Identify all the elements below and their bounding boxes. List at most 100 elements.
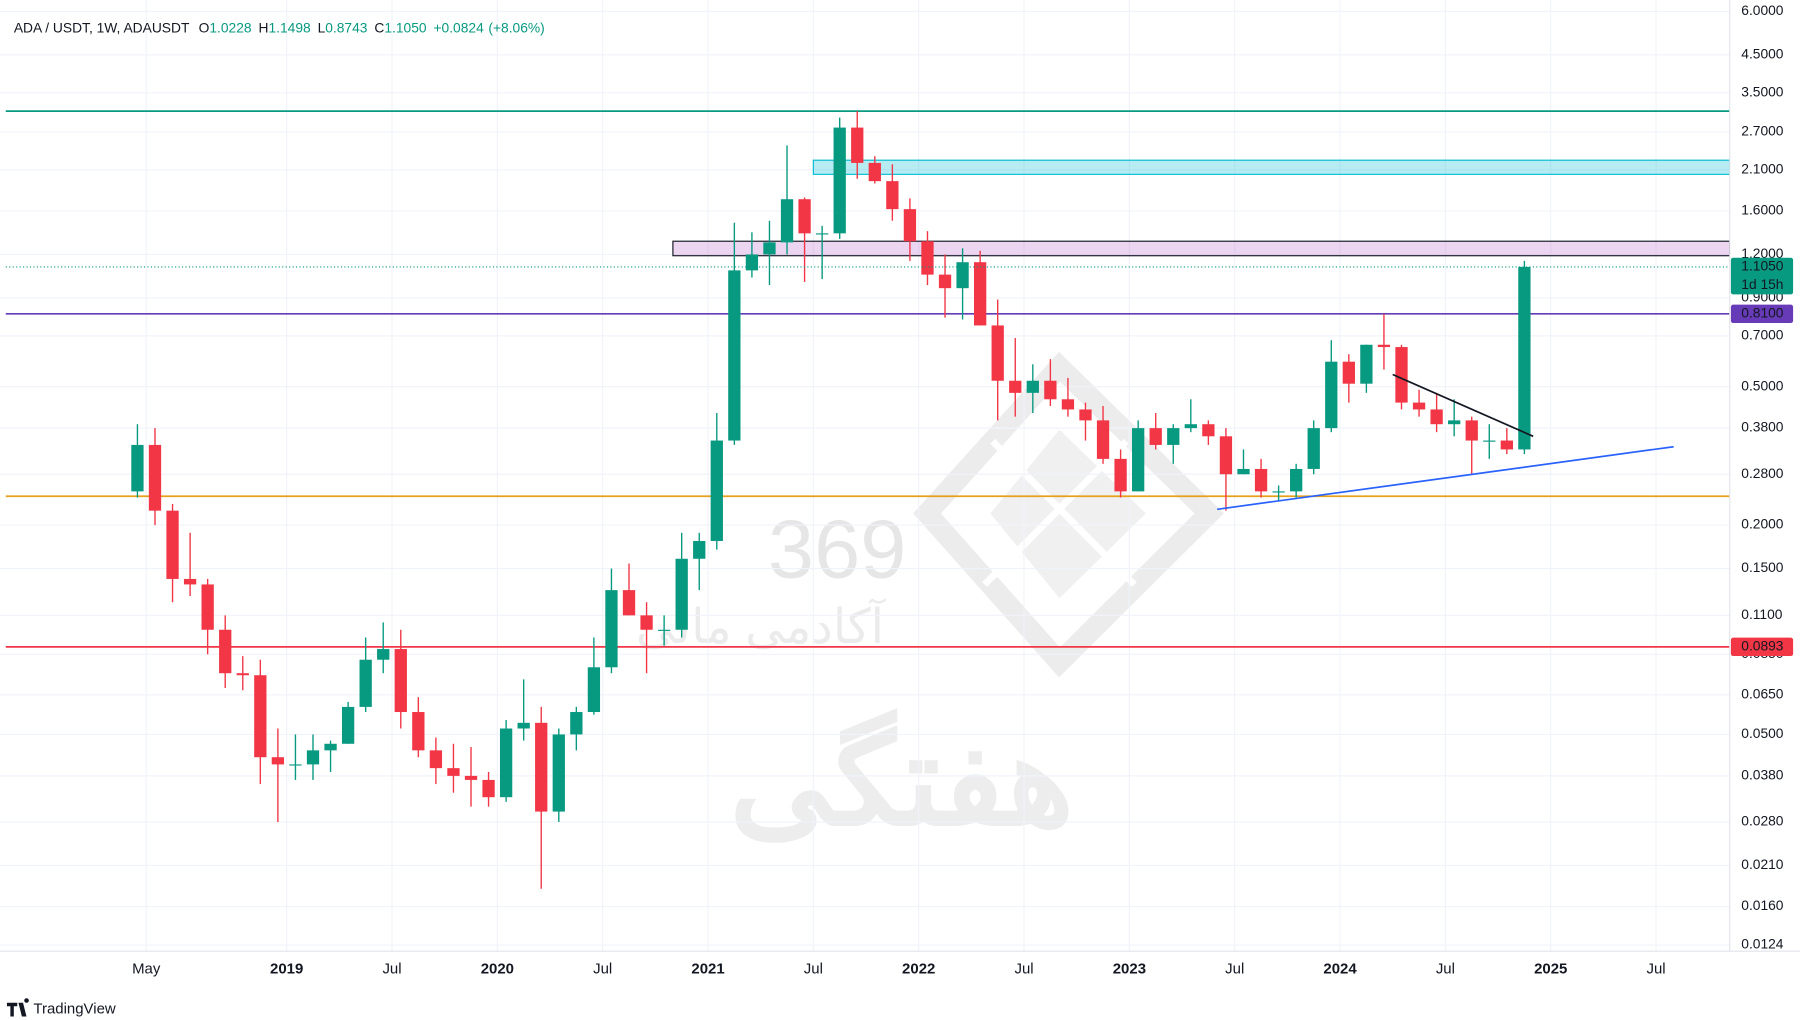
candle-body (254, 675, 267, 758)
candle-body (973, 262, 987, 326)
candle-body (991, 325, 1004, 381)
last-price-label: 1.1050 (1741, 259, 1784, 274)
y-tick-label: 1.2000 (1741, 246, 1784, 261)
candle-body (1167, 428, 1180, 445)
candle-body (359, 659, 372, 707)
x-tick-label: Jul (1436, 961, 1455, 978)
candle-body (201, 584, 214, 630)
x-tick-label: Jul (382, 961, 401, 978)
candle-body (1518, 266, 1531, 450)
candle-body (1026, 380, 1039, 393)
quote-change-pct: (+8.06%) (488, 20, 544, 35)
x-tick-label: 2023 (1113, 961, 1146, 978)
candle-body (622, 590, 636, 616)
header: ADA / USDT, 1W, ADAUSDT O1.0228 H1.1498 L0.… (14, 20, 545, 35)
zone (672, 240, 1731, 257)
candle-body (1395, 347, 1408, 403)
watermark-text: آکادمی مالی (636, 597, 887, 654)
level-label-bg (1730, 304, 1794, 323)
candle-body (131, 444, 144, 492)
candle-body (815, 233, 829, 235)
y-tick-label: 0.7000 (1741, 328, 1784, 343)
last-price-bg (1730, 257, 1794, 295)
quote-value: 0.8743 (325, 20, 368, 35)
candle-body (271, 757, 285, 765)
quote-change: +0.0824 (433, 20, 484, 35)
y-tick-label: 0.2800 (1741, 466, 1784, 481)
candle-body (535, 722, 548, 812)
level-label: 0.8100 (1741, 305, 1784, 320)
quote-key: H (258, 20, 268, 35)
y-tick-label: 0.0160 (1741, 898, 1784, 913)
candle-body (1272, 491, 1285, 493)
candle-body (1044, 380, 1057, 400)
plot (5, 110, 1731, 889)
candle-body (499, 728, 513, 798)
candle-body (710, 440, 723, 541)
candle-body (921, 241, 934, 275)
brand-name: TradingView (33, 1001, 116, 1018)
candle-body (851, 127, 864, 163)
candle-body (798, 199, 811, 234)
header-title: ADA / USDT, 1W, ADAUSDT (14, 20, 190, 35)
countdown-label: 1d 15h (1741, 277, 1783, 292)
candle-body (183, 578, 197, 585)
candle-body (1290, 468, 1303, 492)
candle-body (1202, 424, 1215, 437)
y-tick-label: 3.5000 (1741, 84, 1784, 99)
quote-value: 1.0228 (209, 20, 252, 35)
quote-value: 1.1050 (384, 20, 427, 35)
candle-body (412, 712, 425, 751)
axes: 6.0000 4.5000 3.5000 2.7000 2.1000 1.6000 1.20… (132, 3, 1794, 978)
candle-body (1307, 428, 1320, 469)
candle-body (587, 667, 601, 713)
candle-body (552, 734, 565, 812)
candle-body (903, 209, 917, 242)
y-tick-label: 6.0000 (1741, 3, 1784, 18)
candle-body (1254, 468, 1268, 492)
x-tick-label: Jul (1014, 961, 1033, 978)
candle-body (1500, 440, 1513, 450)
candle-body (394, 649, 407, 713)
candle-body (780, 199, 794, 243)
candle-body (166, 510, 179, 579)
candle-body (1237, 468, 1250, 475)
y-tick-label: 0.0650 (1741, 686, 1784, 701)
candle-body (1325, 361, 1338, 429)
candle-body (675, 558, 688, 630)
x-tick-label: May (132, 961, 161, 978)
candle-body (570, 712, 583, 735)
watermark-diamond (913, 351, 1224, 678)
candle-body (833, 127, 846, 234)
candle-body (657, 629, 671, 631)
candle-body (745, 254, 759, 271)
y-tick-label: 1.6000 (1741, 203, 1784, 218)
candle-body (886, 181, 899, 210)
candle-body (447, 768, 460, 776)
y-tick-label: 0.0380 (1741, 768, 1784, 783)
x-tick-label: 2021 (691, 961, 724, 978)
candle-body (640, 615, 653, 630)
candle-body (1132, 428, 1145, 492)
x-tick-label: Jul (1225, 961, 1244, 978)
candle-body (324, 743, 337, 751)
candle-body (938, 274, 952, 289)
candle-body (868, 162, 881, 182)
quote-key: O (199, 20, 210, 35)
candle-body (517, 722, 530, 729)
candle-body (429, 750, 443, 769)
y-tick-label: 0.5000 (1741, 378, 1784, 393)
y-tick-label: 0.3800 (1741, 420, 1784, 435)
candle-body (1342, 361, 1355, 384)
candle-body (219, 629, 232, 674)
candle-body (341, 706, 355, 744)
candle-body (289, 764, 302, 766)
candle-body (1483, 440, 1496, 442)
x-tick-label: 2020 (481, 961, 514, 978)
candle-body (693, 540, 706, 559)
watermark-stroke (990, 438, 1137, 587)
watermark-number: 369 (768, 503, 906, 596)
brand: TradingView (6, 998, 116, 1018)
candle-body (1219, 436, 1233, 475)
